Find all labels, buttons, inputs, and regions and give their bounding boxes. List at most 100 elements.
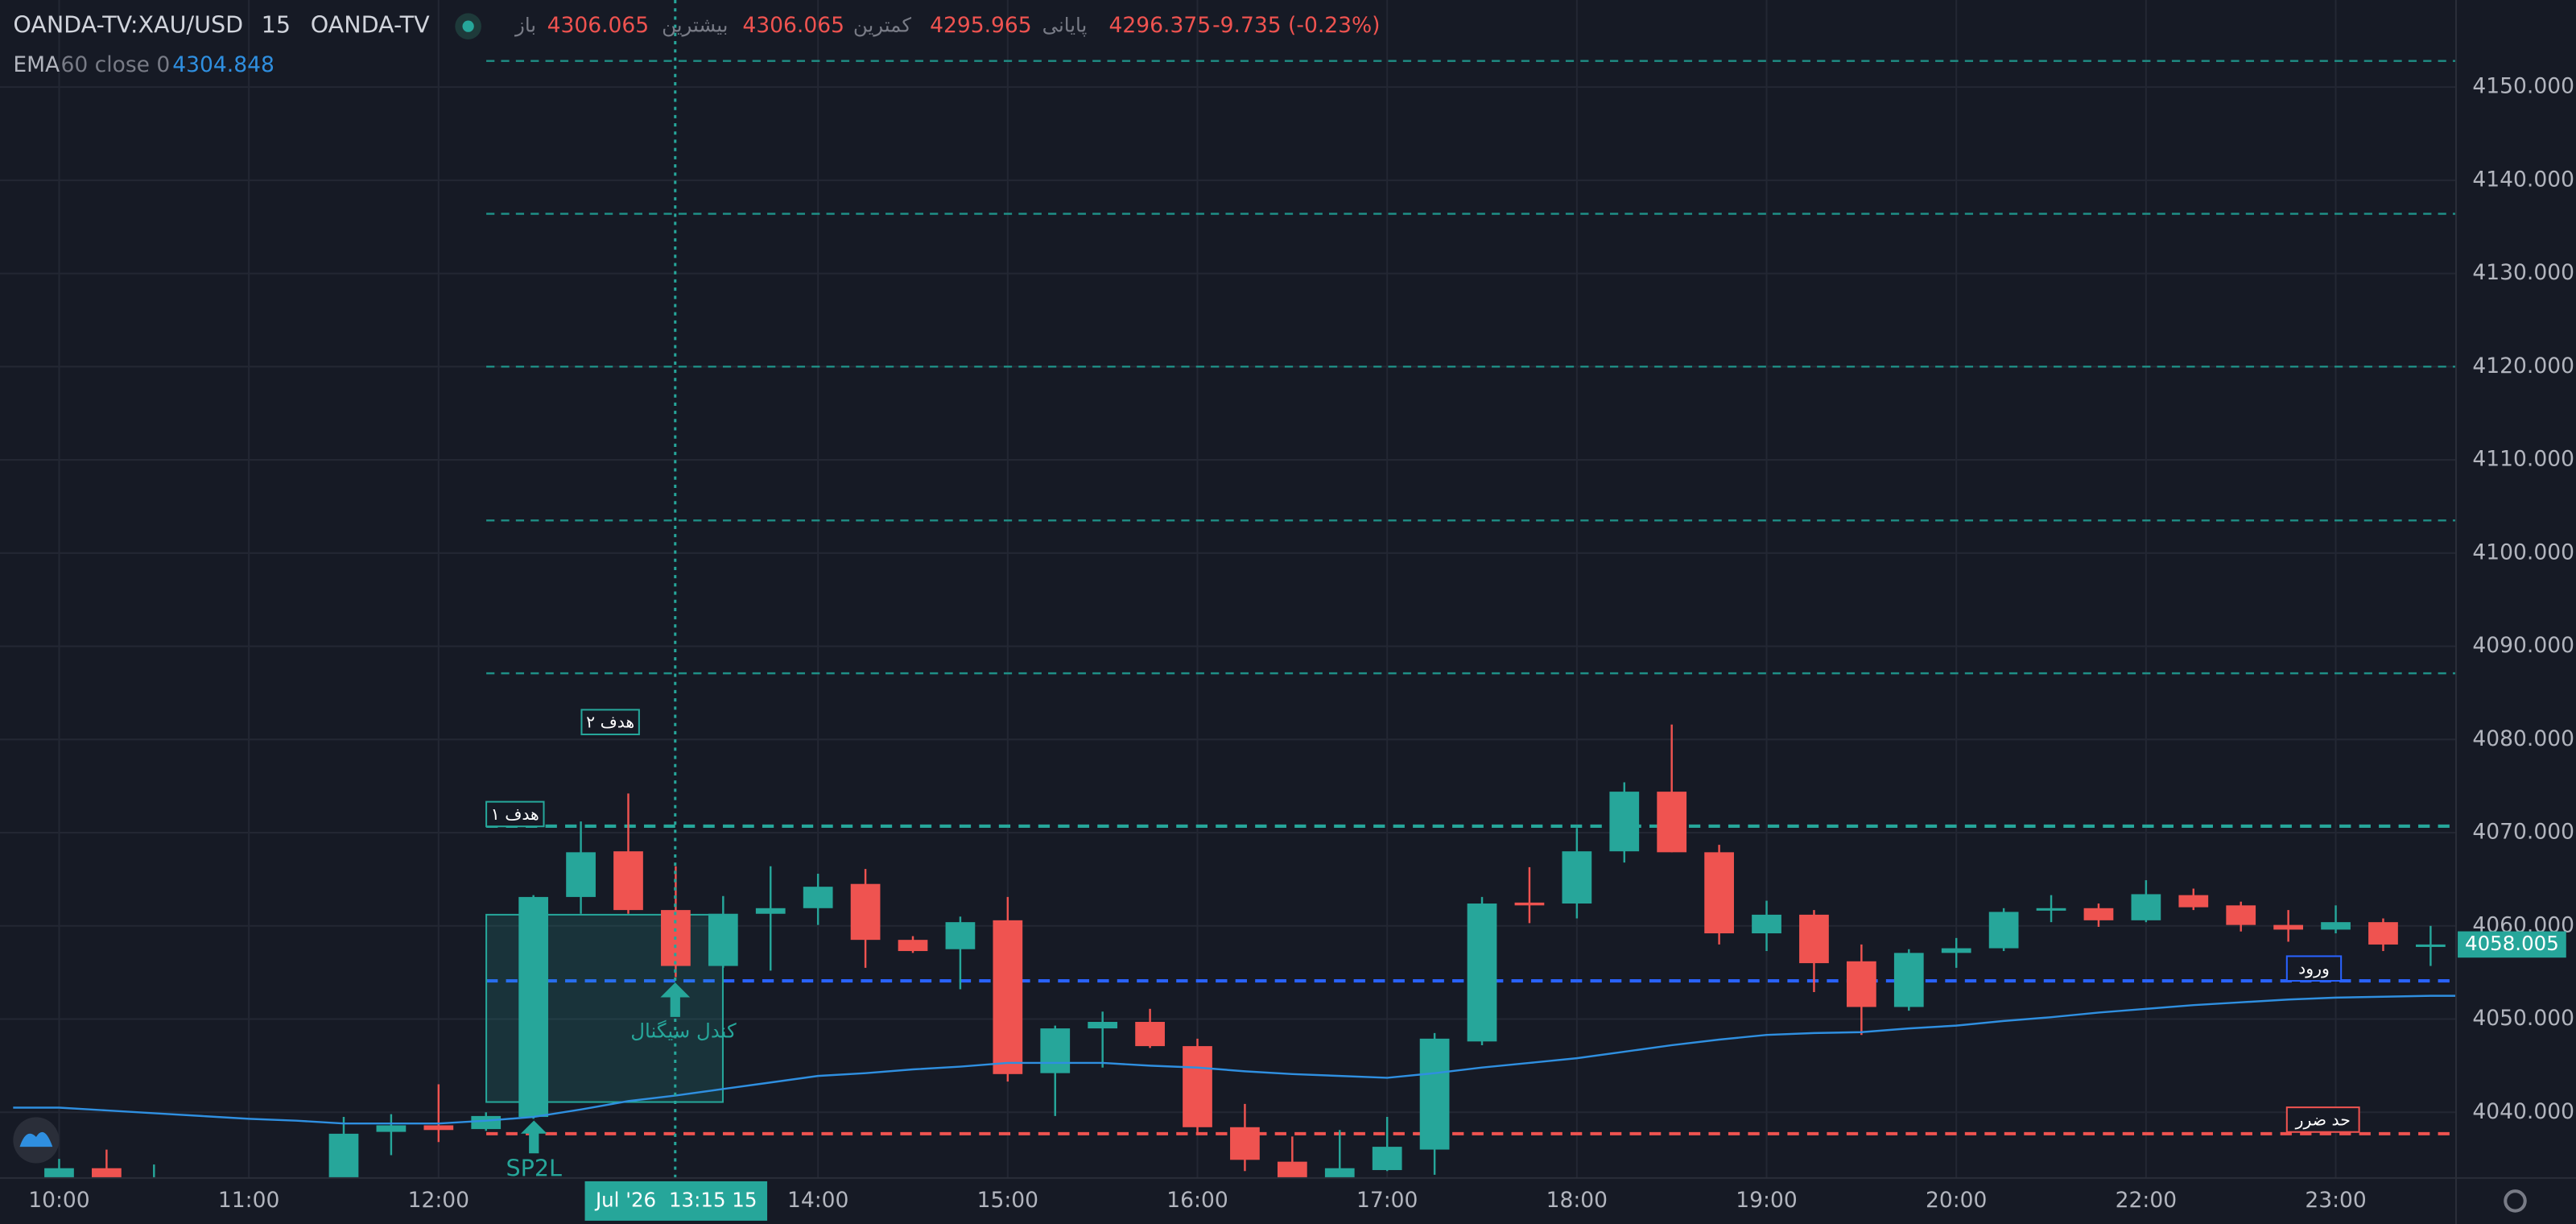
- candle-body: [1799, 914, 1829, 964]
- candle-body: [2368, 922, 2398, 945]
- candle-body: [1372, 1147, 1402, 1171]
- x-tick-label: 17:00: [1356, 1188, 1418, 1213]
- x-tick-label: 15:00: [977, 1188, 1038, 1213]
- last-price: 4058.005: [2465, 932, 2559, 955]
- ohlc-value: 4306.065: [742, 13, 844, 38]
- y-tick-label: 4150.000: [2472, 74, 2574, 99]
- crosshair-time: 13:15 15: [669, 1188, 757, 1211]
- candle-body: [1941, 948, 1971, 953]
- y-tick-label: 4050.000: [2472, 1006, 2574, 1031]
- candle-body: [2226, 905, 2256, 925]
- y-tick-label: 4110.000: [2472, 447, 2574, 472]
- indicator-params: 60 close 0: [61, 52, 171, 77]
- candle-body: [1277, 1161, 1307, 1178]
- candle-body: [850, 883, 881, 941]
- annotation-box: [2285, 1106, 2360, 1133]
- ohlc-label: کمترین: [853, 14, 911, 37]
- candle-body: [1088, 1022, 1118, 1029]
- candle-body: [755, 908, 786, 914]
- candle-body: [518, 896, 549, 1118]
- x-tick-label: 14:00: [787, 1188, 848, 1213]
- signal-arrow: [660, 982, 691, 1017]
- crosshair-label-box: [584, 1181, 768, 1221]
- annotation-box: [580, 709, 640, 736]
- candle-body: [1135, 1022, 1165, 1047]
- candle-body: [2416, 944, 2446, 947]
- candle-body: [1847, 961, 1876, 1007]
- x-tick-label: 11:00: [218, 1188, 279, 1213]
- status-dot: [462, 20, 474, 32]
- ohlc-value: 4306.065: [547, 13, 650, 38]
- candle-body: [1657, 792, 1687, 853]
- crosshair-date: Jul '26: [594, 1188, 656, 1211]
- candle-body: [2083, 908, 2114, 920]
- x-tick-label: 19:00: [1736, 1188, 1797, 1213]
- ohlc-label: باز: [514, 14, 536, 37]
- ohlc: باز 4306.065 بیشترین 4306.065 کمترین 4295.965…: [514, 13, 1211, 38]
- ohlc-label: بیشترین: [662, 14, 728, 37]
- candle-body: [1752, 914, 1781, 934]
- target1-label: هدف ۱: [491, 804, 539, 824]
- ohlc-value: 4296.375: [1109, 13, 1212, 38]
- y-tick-label: 4040.000: [2472, 1099, 2574, 1124]
- candle-body: [44, 1168, 74, 1178]
- candle-body: [423, 1125, 454, 1131]
- candle-body: [2036, 908, 2066, 911]
- logo-mark: [19, 1131, 53, 1148]
- y-tick-label: 4140.000: [2472, 167, 2574, 192]
- interval: 15: [262, 11, 291, 39]
- settings-button[interactable]: [2504, 1189, 2527, 1213]
- candle-body: [376, 1125, 407, 1132]
- y-tick-label: 4090.000: [2472, 633, 2574, 658]
- y-tick-label: 4120.000: [2472, 354, 2574, 378]
- annotation-box: [2285, 955, 2343, 982]
- candle-body: [1230, 1127, 1260, 1160]
- candle-body: [1893, 953, 1924, 1007]
- candles: [44, 724, 2446, 1178]
- candle-body: [328, 1133, 359, 1178]
- y-tick-label: 4080.000: [2472, 726, 2574, 751]
- signal-candle-label: کندل سیگنال: [630, 1019, 737, 1042]
- candle-body: [1609, 792, 1640, 852]
- candle-body: [803, 887, 833, 908]
- candle-body: [2178, 895, 2209, 908]
- x-tick-label: 10:00: [28, 1188, 89, 1213]
- candle-body: [945, 922, 976, 949]
- y-tick-label: 4070.000: [2472, 820, 2574, 845]
- indicator-value: 4304.848: [172, 52, 275, 77]
- indicator-name: EMA: [13, 52, 60, 77]
- last-price-box: [2458, 931, 2566, 958]
- candle-body: [1704, 852, 1734, 934]
- candle-body: [2273, 924, 2303, 930]
- ema: [13, 994, 2457, 1125]
- candle-body: [2131, 894, 2161, 920]
- candle-body: [1324, 1168, 1355, 1178]
- x-tick-label: 12:00: [408, 1188, 469, 1213]
- ohlc-value: 4295.965: [930, 13, 1032, 38]
- symbol: OANDA-TV:XAU/USD: [13, 11, 243, 39]
- candle-body: [1040, 1028, 1071, 1073]
- stop-label: حد ضرر: [2295, 1110, 2351, 1129]
- levels: [486, 60, 2457, 1135]
- candle-body: [1562, 851, 1592, 904]
- source: OANDA-TV: [311, 11, 430, 39]
- candle-body: [1183, 1046, 1212, 1127]
- x-tick-label: 16:00: [1166, 1188, 1228, 1213]
- x-tick-label: 18:00: [1546, 1188, 1608, 1213]
- annotation-box: [485, 800, 545, 828]
- x-tick-label: 20:00: [1926, 1188, 1987, 1213]
- candle-body: [1419, 1038, 1450, 1150]
- x-tick-label: 23:00: [2305, 1188, 2366, 1213]
- x-tick-label: 22:00: [2116, 1188, 2177, 1213]
- candle-body: [2321, 922, 2351, 930]
- candle-body: [708, 913, 738, 966]
- candle-body: [92, 1168, 122, 1178]
- ema-line: [13, 994, 2457, 1125]
- ohlc-label: پایانی: [1042, 14, 1088, 37]
- candle-body: [471, 1115, 502, 1130]
- target2-label: هدف ۲: [586, 713, 634, 732]
- candle-body: [1514, 902, 1545, 906]
- entry-label: ورود: [2298, 959, 2330, 978]
